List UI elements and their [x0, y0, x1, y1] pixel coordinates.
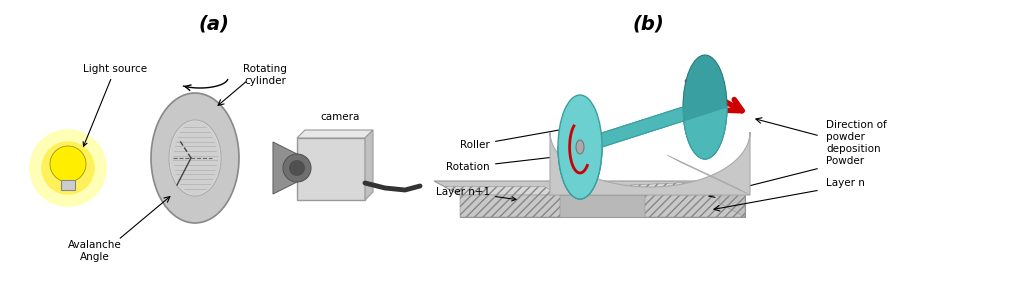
- Polygon shape: [558, 107, 727, 199]
- Polygon shape: [627, 181, 745, 195]
- Polygon shape: [460, 195, 560, 217]
- Polygon shape: [667, 155, 750, 195]
- Polygon shape: [719, 181, 745, 217]
- Text: Roller: Roller: [460, 126, 572, 150]
- Text: (a): (a): [199, 14, 229, 33]
- Ellipse shape: [575, 140, 584, 154]
- Text: Direction of: Direction of: [826, 120, 887, 130]
- Ellipse shape: [151, 93, 239, 223]
- Circle shape: [50, 146, 86, 182]
- Text: Rotation: Rotation: [446, 154, 568, 172]
- Polygon shape: [434, 181, 745, 195]
- Ellipse shape: [683, 55, 727, 159]
- Circle shape: [42, 142, 94, 194]
- Polygon shape: [297, 130, 373, 138]
- Text: Angle: Angle: [80, 252, 110, 262]
- Polygon shape: [365, 130, 373, 200]
- Text: (b): (b): [632, 14, 664, 33]
- Text: Avalanche: Avalanche: [69, 240, 122, 250]
- Polygon shape: [550, 132, 750, 195]
- Text: Rotating: Rotating: [243, 64, 287, 74]
- Text: powder: powder: [826, 132, 865, 142]
- Polygon shape: [645, 195, 745, 217]
- Text: Light source: Light source: [83, 64, 147, 146]
- FancyBboxPatch shape: [61, 180, 75, 190]
- Ellipse shape: [558, 95, 602, 199]
- Ellipse shape: [169, 120, 221, 196]
- Polygon shape: [444, 187, 560, 195]
- Text: Layer n+1: Layer n+1: [436, 187, 516, 201]
- Polygon shape: [460, 195, 745, 217]
- Polygon shape: [558, 107, 727, 199]
- Text: Layer n: Layer n: [826, 178, 865, 188]
- Text: camera: camera: [321, 112, 359, 122]
- Ellipse shape: [170, 121, 220, 195]
- FancyBboxPatch shape: [297, 138, 365, 200]
- Text: deposition: deposition: [826, 144, 881, 154]
- Circle shape: [283, 154, 311, 182]
- Polygon shape: [273, 142, 297, 194]
- Polygon shape: [719, 181, 745, 217]
- Circle shape: [289, 160, 305, 176]
- Text: Powder: Powder: [826, 156, 864, 166]
- Text: cylinder: cylinder: [244, 76, 286, 86]
- Circle shape: [30, 130, 106, 206]
